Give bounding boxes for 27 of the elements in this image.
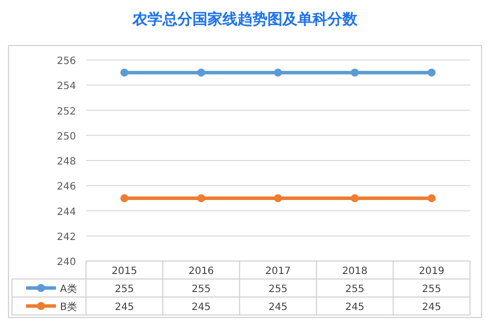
y-tick-label: 248: [56, 156, 76, 168]
data-label: 255: [422, 284, 442, 295]
data-label: 245: [192, 302, 211, 313]
data-label: 245: [268, 302, 288, 313]
data-label: 255: [192, 284, 211, 295]
y-tick-label: 244: [56, 206, 76, 218]
y-tick-label: 256: [56, 56, 76, 67]
data-label: 245: [114, 302, 134, 313]
y-tick-label: 254: [56, 81, 76, 92]
data-label: 245: [345, 302, 364, 313]
data-label: 255: [345, 284, 364, 295]
chart-title: 农学总分国家线趋势图及单科分数: [132, 10, 358, 28]
x-tick-label: 2015: [112, 266, 138, 277]
data-label: 255: [268, 284, 288, 295]
y-tick-label: 246: [56, 182, 76, 193]
y-tick-label: 252: [56, 106, 76, 118]
y-tick-label: 240: [56, 257, 76, 268]
legend-label: A类: [60, 283, 77, 295]
x-tick-label: 2017: [265, 266, 291, 277]
data-label: 255: [114, 284, 134, 295]
legend-label: B类: [60, 301, 77, 313]
x-tick-label: 2019: [418, 266, 444, 277]
data-label: 245: [422, 302, 442, 313]
y-tick-label: 242: [56, 232, 76, 243]
x-tick-label: 2018: [342, 266, 368, 277]
x-tick-label: 2016: [188, 266, 214, 277]
y-tick-label: 250: [56, 131, 76, 142]
